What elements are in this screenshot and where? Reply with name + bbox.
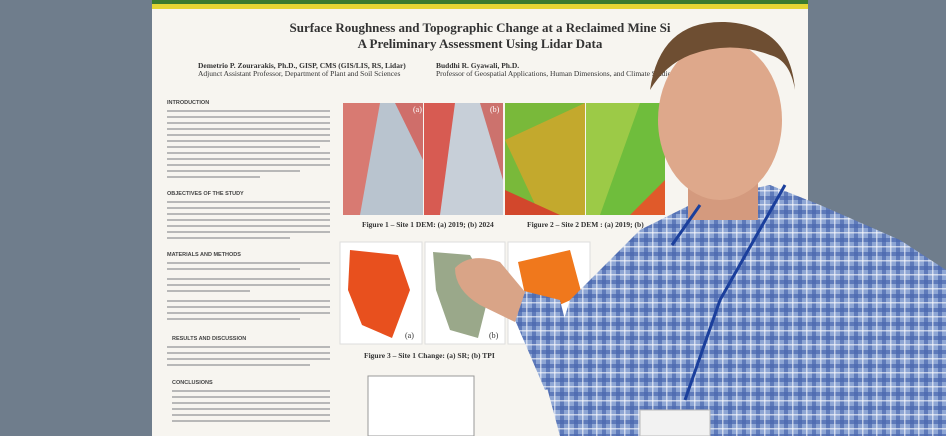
figure-caption: Figure 2 – Site 2 DEM : (a) 2019; (b) [527,220,644,229]
author: Demetrio P. Zourarakis, Ph.D., GISP, CMS… [198,61,406,70]
author: Buddhi R. Gyawali, Ph.D. [436,61,519,70]
left-column: INTRODUCTION OBJECTIVES OF THE STUDY MAT… [167,100,330,422]
panel-label: (b) [490,105,500,114]
panel-label: (b) [489,331,499,340]
affiliation: Adjunct Assistant Professor, Department … [198,69,400,78]
poster-band [152,0,808,4]
figure-caption: Figure 3 – Site 1 Change: (a) SR; (b) TP… [364,351,495,360]
section-heading: CONCLUSIONS [172,380,213,386]
figure-2 [505,103,665,215]
poster-subtitle: A Preliminary Assessment Using Lidar Dat… [358,36,603,51]
poster-band [152,4,808,9]
section-heading: OBJECTIVES OF THE STUDY [167,191,244,197]
panel-label: (a) [413,105,422,114]
section-heading: RESULTS AND DISCUSSION [172,336,246,342]
figure-1: (a) (b) [343,103,503,215]
panel-label: (a) [405,331,414,340]
equation-box [367,375,475,436]
affiliation: Professor of Geospatial Applications, Hu… [436,69,674,78]
man [455,21,946,436]
section-heading: INTRODUCTION [167,100,209,106]
poster-title: Surface Roughness and Topographic Change… [289,20,670,35]
section-heading: MATERIALS AND METHODS [167,252,241,258]
figure-caption: Figure 1 – Site 1 DEM: (a) 2019; (b) 202… [362,220,494,229]
